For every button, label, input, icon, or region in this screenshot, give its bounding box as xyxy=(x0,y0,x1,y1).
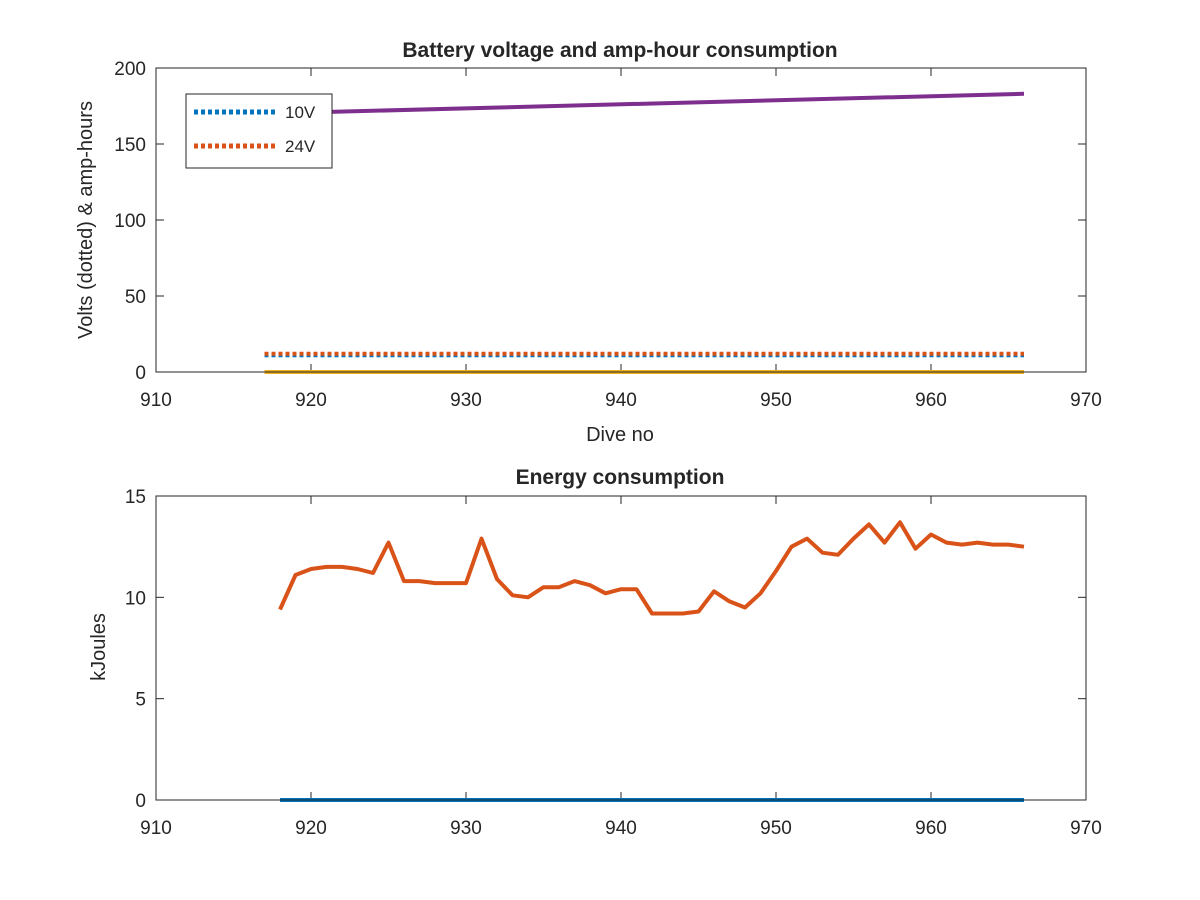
x-tick-label: 910 xyxy=(140,818,172,839)
x-tick-label: 940 xyxy=(605,390,637,411)
axes-frame xyxy=(155,67,1087,373)
x-tick-label: 970 xyxy=(1070,818,1102,839)
tick-group: 910 920 930 940 950 960 970 0 5 10 15 xyxy=(125,487,1102,839)
legend-box xyxy=(185,93,333,169)
y-tick-label: 0 xyxy=(135,363,146,384)
battery-voltage-plot: Battery voltage and amp-hour consumption… xyxy=(75,39,1102,446)
y-tick-label: 10 xyxy=(125,588,146,609)
chart-title: Battery voltage and amp-hour consumption xyxy=(402,39,837,62)
x-tick-label: 960 xyxy=(915,390,947,411)
legend-label: 10V xyxy=(285,103,316,122)
axes-frame xyxy=(155,495,1087,801)
x-tick-label: 960 xyxy=(915,818,947,839)
x-tick-label: 950 xyxy=(760,818,792,839)
x-axis-label: Dive no xyxy=(586,424,654,446)
y-axis-label: Volts (dotted) & amp-hours xyxy=(75,101,97,339)
tick-group: 910 920 930 940 950 960 970 0 50 100 150 200 xyxy=(114,59,1102,411)
y-tick-label: 50 xyxy=(125,287,146,308)
y-tick-label: 200 xyxy=(114,59,146,80)
energy-consumption-plot: Energy consumption kJoules 910 920 930 940 9… xyxy=(88,466,1102,839)
chart-title: Energy consumption xyxy=(516,466,725,489)
y-tick-label: 15 xyxy=(125,487,146,508)
legend-label: 24V xyxy=(285,137,316,156)
series-group xyxy=(278,520,1025,802)
x-tick-label: 970 xyxy=(1070,390,1102,411)
series-line-3 xyxy=(264,91,1025,116)
x-tick-label: 920 xyxy=(295,390,327,411)
series-group xyxy=(264,91,1025,374)
y-axis-label: kJoules xyxy=(88,613,110,681)
y-tick-label: 100 xyxy=(114,211,146,232)
y-tick-label: 150 xyxy=(114,135,146,156)
series-line-1 xyxy=(278,520,1025,616)
x-tick-label: 950 xyxy=(760,390,792,411)
legend: 10V 24V xyxy=(185,93,333,169)
x-tick-label: 920 xyxy=(295,818,327,839)
y-tick-label: 0 xyxy=(135,791,146,812)
x-tick-label: 940 xyxy=(605,818,637,839)
x-tick-label: 930 xyxy=(450,390,482,411)
x-tick-label: 910 xyxy=(140,390,172,411)
x-tick-label: 930 xyxy=(450,818,482,839)
y-tick-label: 5 xyxy=(135,690,146,711)
